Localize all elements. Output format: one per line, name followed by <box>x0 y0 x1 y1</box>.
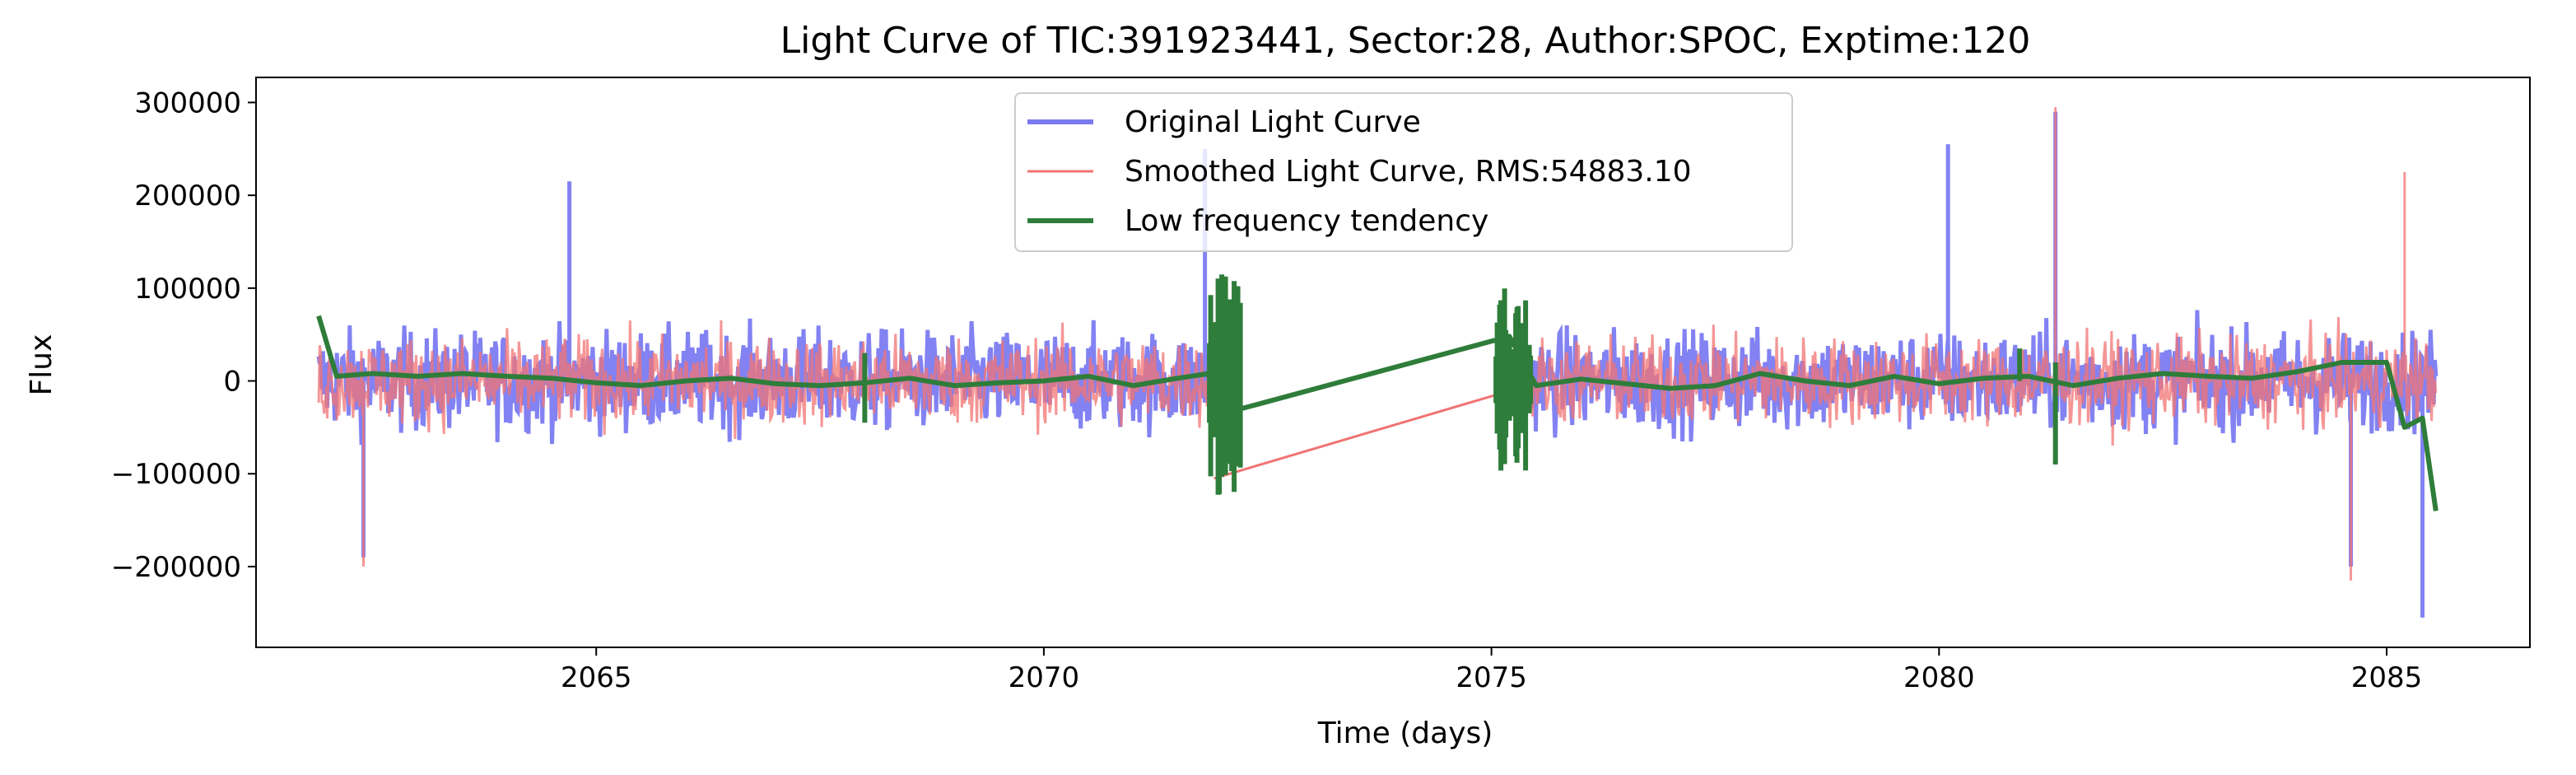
legend-label-original: Original Light Curve <box>1125 105 1421 139</box>
y-tick-label: −200000 <box>111 551 241 584</box>
legend: Original Light Curve Smoothed Light Curv… <box>1014 92 1793 252</box>
legend-label-smoothed: Smoothed Light Curve, RMS:54883.10 <box>1125 155 1692 189</box>
axes-frame <box>255 77 2531 648</box>
x-tick-label: 2075 <box>1456 661 1527 694</box>
x-tick-label: 2080 <box>1903 661 1975 694</box>
x-tick-label: 2070 <box>1009 661 1080 694</box>
smoothed-gap-connector <box>1213 384 1528 480</box>
y-axis-label: Flux <box>25 334 58 396</box>
smoothed-light-curve-line <box>317 320 1211 567</box>
y-tick-label: 100000 <box>134 273 241 306</box>
x-axis: 2065 2070 2075 2080 2085 <box>561 647 2422 694</box>
y-axis: −200000 −100000 0 100000 200000 300000 <box>111 86 256 584</box>
legend-label-trend: Low frequency tendency <box>1125 204 1488 238</box>
y-tick-label: 0 <box>223 366 241 399</box>
legend-frame <box>1014 92 1793 252</box>
chart-title: Light Curve of TIC:391923441, Sector:28,… <box>780 20 2031 62</box>
low-frequency-tendency-line <box>316 274 2439 511</box>
y-tick-label: 300000 <box>134 86 241 119</box>
x-axis-label: Time (days) <box>1317 717 1493 750</box>
plot-area <box>316 107 2439 618</box>
x-tick-label: 2065 <box>561 661 632 694</box>
smoothed-light-curve-line <box>1526 107 2438 581</box>
y-tick-label: −100000 <box>111 458 241 491</box>
y-tick-label: 200000 <box>134 180 241 212</box>
x-tick-label: 2085 <box>2351 661 2423 694</box>
